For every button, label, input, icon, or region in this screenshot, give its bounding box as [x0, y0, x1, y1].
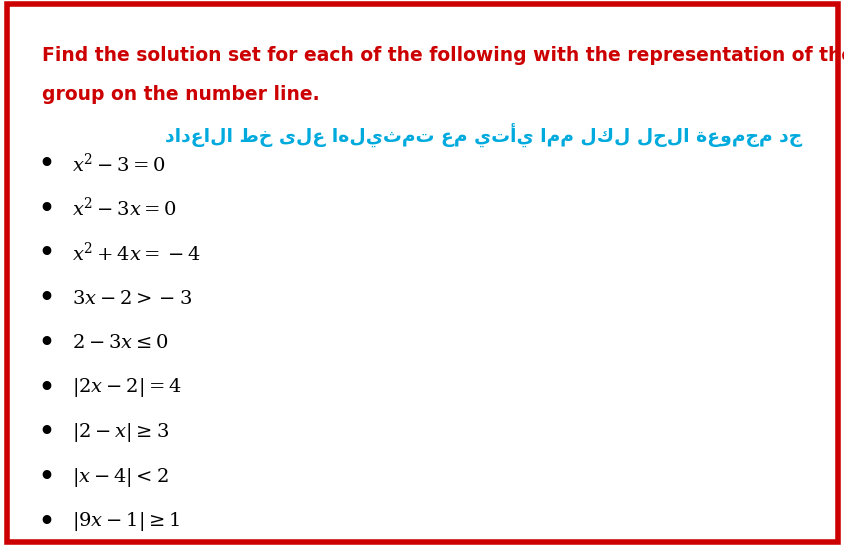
- Text: •: •: [39, 510, 54, 534]
- Text: $|2x - 2| = 4$: $|2x - 2| = 4$: [72, 376, 181, 399]
- Text: $x^2 - 3x = 0$: $x^2 - 3x = 0$: [72, 197, 176, 220]
- Text: •: •: [39, 331, 54, 355]
- Text: $x^2 - 3 = 0$: $x^2 - 3 = 0$: [72, 152, 165, 175]
- Text: دادعالا طخ ىلع اهليثمت عم يتأي امم لكل لحلا ةعومجم دج: دادعالا طخ ىلع اهليثمت عم يتأي امم لكل ل…: [165, 123, 802, 147]
- Text: •: •: [39, 241, 54, 265]
- Text: $|2 - x| \geq 3$: $|2 - x| \geq 3$: [72, 421, 169, 444]
- Text: $3x - 2 > -3$: $3x - 2 > -3$: [72, 289, 192, 307]
- Text: •: •: [39, 286, 54, 310]
- Text: $|x - 4| < 2$: $|x - 4| < 2$: [72, 466, 168, 489]
- Text: $2 - 3x \leq 0$: $2 - 3x \leq 0$: [72, 334, 168, 352]
- Text: group on the number line.: group on the number line.: [42, 85, 320, 104]
- Text: $x^2 + 4x = -4$: $x^2 + 4x = -4$: [72, 242, 201, 265]
- Text: •: •: [39, 376, 54, 400]
- Text: Find the solution set for each of the following with the representation of the: Find the solution set for each of the fo…: [42, 46, 844, 66]
- Text: •: •: [39, 420, 54, 444]
- Text: •: •: [39, 465, 54, 489]
- Text: $|9x - 1| \geq 1$: $|9x - 1| \geq 1$: [72, 511, 180, 533]
- Text: •: •: [39, 152, 54, 176]
- Text: •: •: [39, 197, 54, 221]
